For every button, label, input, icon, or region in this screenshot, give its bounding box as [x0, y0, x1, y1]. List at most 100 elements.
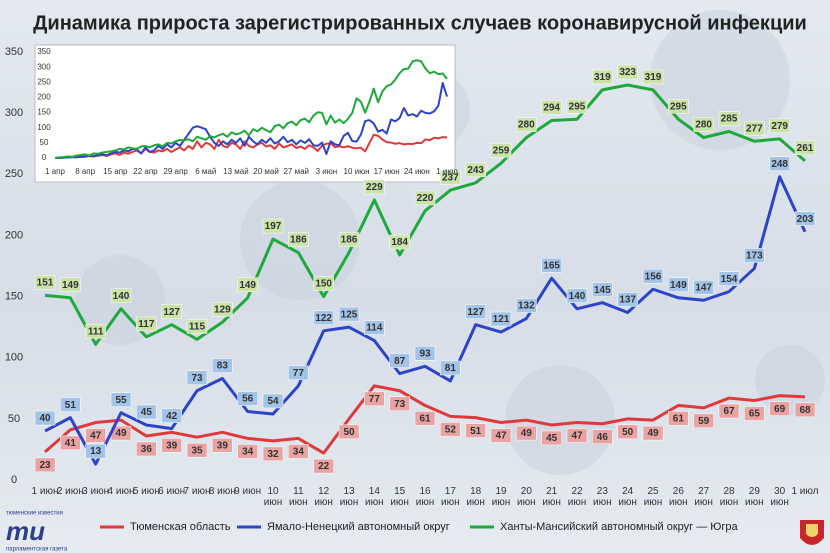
data-label-box	[338, 424, 360, 440]
data-label-box	[693, 279, 714, 295]
data-label-box	[338, 306, 360, 322]
x-tick-label: 8 апр	[75, 167, 95, 176]
data-label-box	[744, 121, 765, 136]
data-label-box	[237, 277, 258, 293]
data-label: 127	[163, 307, 180, 318]
x-tick-label: 13 май	[223, 167, 249, 176]
data-label-box	[212, 358, 233, 373]
data-label-box	[161, 408, 182, 423]
data-label-box	[262, 218, 284, 234]
data-label: 280	[518, 120, 535, 131]
data-label-box	[718, 403, 740, 419]
x-tick-label: 3 июн	[316, 167, 338, 176]
data-label-box	[465, 162, 486, 178]
data-label: 39	[166, 440, 178, 451]
data-label: 83	[217, 361, 229, 372]
data-label: 54	[267, 396, 279, 407]
data-label-box	[516, 425, 537, 441]
series-line	[44, 83, 806, 346]
data-label: 140	[113, 291, 130, 302]
y-tick-label: 0	[11, 474, 17, 486]
x-tick-label: 27 июн	[694, 486, 713, 508]
data-label-box	[60, 435, 81, 451]
data-label-box	[592, 282, 613, 297]
data-label-box	[237, 444, 258, 459]
logo: тюменские известия ти парламентская газе…	[6, 511, 68, 553]
data-label-box	[186, 319, 208, 334]
x-tick-label: 1 июл	[791, 486, 819, 497]
data-label: 49	[521, 428, 533, 439]
data-label-box	[34, 410, 56, 426]
y-tick-label: 150	[5, 290, 23, 302]
y-tick-label: 350	[37, 47, 51, 56]
x-tick-label: 15 апр	[103, 167, 128, 176]
y-tick-label: 300	[5, 107, 23, 119]
data-label: 51	[470, 426, 482, 437]
x-tick-label: 30 июн	[770, 486, 789, 508]
data-label: 229	[366, 182, 383, 193]
x-tick-label: 17 июн	[374, 167, 400, 176]
x-tick-label: 17 июн	[441, 486, 460, 508]
data-label: 319	[645, 72, 662, 83]
x-tick-label: 20 июн	[517, 486, 536, 508]
data-label: 34	[242, 447, 254, 458]
x-tick-label: 13 июн	[339, 486, 359, 508]
y-tick-label: 150	[37, 108, 51, 117]
data-label-box	[110, 392, 132, 407]
series-line	[44, 384, 806, 455]
data-label-box	[440, 169, 461, 185]
data-label: 73	[191, 373, 203, 384]
data-label-box	[592, 429, 613, 444]
data-label: 115	[189, 322, 206, 333]
data-label-box	[566, 428, 588, 443]
data-label: 23	[39, 460, 51, 471]
data-label-box	[136, 316, 157, 332]
data-label-box	[769, 401, 790, 416]
x-tick-label: 19 июн	[491, 486, 511, 508]
data-label-box	[313, 458, 334, 474]
data-label: 77	[369, 394, 381, 405]
data-label-box	[313, 310, 334, 326]
x-tick-label: 11 июн	[289, 486, 308, 508]
y-tick-label: 200	[37, 93, 51, 102]
data-label: 55	[115, 395, 127, 406]
data-label-box	[414, 411, 436, 426]
data-label-box	[541, 100, 562, 115]
x-tick-label: 1 июл	[436, 167, 458, 176]
data-label-box	[237, 391, 258, 406]
data-label-box	[490, 428, 512, 443]
data-label: 87	[394, 356, 406, 367]
data-label: 56	[242, 394, 254, 405]
data-label-box	[744, 406, 765, 421]
data-label-box	[262, 393, 284, 409]
y-tick-label: 50	[40, 138, 49, 147]
x-tick-label: 1 апр	[45, 167, 65, 176]
data-label-box	[364, 179, 385, 195]
x-tick-label: 29 июн	[745, 486, 764, 508]
data-label-box	[34, 457, 56, 473]
data-label-box	[516, 117, 537, 132]
data-label: 197	[265, 221, 282, 232]
data-label: 111	[88, 326, 104, 337]
data-label: 117	[138, 319, 155, 330]
data-label-box	[794, 140, 816, 156]
data-label-box	[161, 304, 182, 319]
x-tick-label: 12 июн	[314, 486, 333, 508]
data-label-box	[186, 442, 208, 458]
x-tick-label: 24 июн	[618, 486, 637, 508]
data-label: 68	[799, 405, 811, 416]
data-label: 280	[695, 120, 712, 131]
y-tick-label: 0	[42, 153, 47, 162]
data-label-box	[85, 324, 106, 339]
data-label-box	[60, 397, 81, 412]
x-tick-label: 1 июн	[31, 486, 59, 497]
data-label: 47	[571, 431, 583, 442]
y-tick-label: 100	[37, 123, 51, 132]
data-label: 129	[214, 304, 231, 315]
data-label: 149	[239, 280, 256, 291]
data-label: 61	[673, 414, 685, 425]
data-label-box	[212, 438, 233, 453]
data-label: 127	[467, 307, 484, 318]
data-label-box	[389, 234, 410, 250]
data-label: 248	[771, 159, 788, 170]
